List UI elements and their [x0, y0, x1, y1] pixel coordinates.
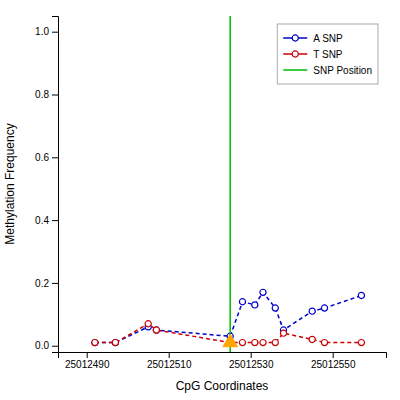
y-axis: 0.0 0.2 0.4 0.6 0.8 1.0 [35, 17, 58, 353]
legend-label: A SNP [313, 33, 343, 44]
tick-label: 25012530 [229, 359, 274, 370]
tick-mark [52, 157, 58, 158]
marker [309, 308, 315, 314]
series [230, 16, 231, 352]
legend-swatch [292, 51, 298, 57]
tick-mark [87, 352, 88, 358]
marker [309, 336, 315, 342]
marker [145, 321, 151, 327]
tick: 0.4 [35, 215, 58, 226]
marker [252, 339, 258, 345]
tick-mark [52, 346, 58, 347]
x-axis-title: CpG Coordinates [176, 379, 269, 393]
marker [153, 327, 159, 333]
marker [92, 339, 98, 345]
tick: 1.0 [35, 26, 58, 37]
marker [321, 339, 327, 345]
tick-mark [333, 352, 334, 358]
marker [239, 299, 245, 305]
chart: 250124902501251025012530250125500.00.20.… [0, 0, 400, 400]
tick-mark [52, 32, 58, 33]
y-axis-title: Methylation Frequency [3, 123, 17, 244]
legend: A SNP T SNP SNP Position [277, 24, 378, 84]
tick: 25012490 [65, 352, 110, 370]
marker [252, 302, 258, 308]
marker [280, 330, 286, 336]
legend-box [277, 24, 378, 84]
line [95, 292, 362, 342]
marker [272, 305, 278, 311]
tick-label: 25012510 [147, 359, 192, 370]
tick: 25012530 [229, 352, 274, 370]
tick: 0.6 [35, 152, 58, 163]
marker [358, 292, 364, 298]
tick-label: 25012490 [65, 359, 110, 370]
axis-line [59, 353, 387, 359]
tick: 0.8 [35, 89, 58, 100]
tick: 0.2 [35, 278, 58, 289]
tick-mark [169, 352, 170, 358]
marker [223, 334, 237, 346]
tick: 25012550 [311, 352, 356, 370]
tick-label: 0.8 [35, 89, 49, 100]
legend-entry: SNP Position [283, 65, 372, 76]
series [223, 334, 237, 346]
axis-line [52, 17, 59, 353]
plot: 250124902501251025012530250125500.00.20.… [3, 16, 387, 393]
legend-swatch [292, 35, 298, 41]
tick-mark [52, 95, 58, 96]
tick-label: 0.4 [35, 215, 49, 226]
marker [92, 339, 98, 345]
marker [358, 339, 364, 345]
marker [153, 327, 159, 333]
x-axis: 25012490 25012510 25012530 25012550 [59, 352, 387, 370]
tick-label: 1.0 [35, 26, 49, 37]
tick-mark [52, 220, 58, 221]
tick-mark [251, 352, 252, 358]
tick-label: 0.2 [35, 278, 49, 289]
marker [272, 339, 278, 345]
tick: 25012510 [147, 352, 192, 370]
tick-label: 25012550 [311, 359, 356, 370]
marker [239, 339, 245, 345]
legend-label: SNP Position [313, 65, 372, 76]
marker [112, 339, 118, 345]
marker [112, 339, 118, 345]
legend-entry: A SNP [283, 33, 343, 44]
tick-mark [52, 283, 58, 284]
marker [260, 289, 266, 295]
tick: 0.0 [35, 340, 58, 351]
reference-line [229, 16, 231, 352]
legend-entry: T SNP [283, 49, 343, 60]
tick-label: 0.0 [35, 340, 49, 351]
marker [321, 305, 327, 311]
legend-label: T SNP [313, 49, 343, 60]
marker [260, 339, 266, 345]
tick-label: 0.6 [35, 152, 49, 163]
legend-swatch [283, 69, 307, 71]
